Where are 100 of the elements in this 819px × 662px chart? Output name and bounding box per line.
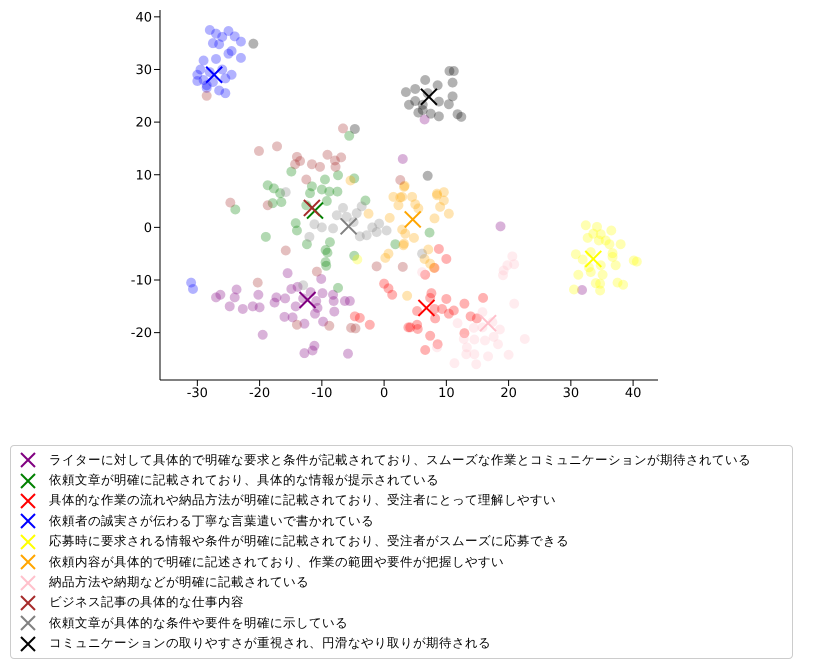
point	[382, 226, 392, 236]
point	[448, 78, 458, 88]
point	[260, 232, 271, 242]
point	[430, 213, 440, 224]
point	[468, 322, 479, 333]
point	[350, 124, 360, 134]
point	[286, 166, 296, 177]
point	[573, 270, 584, 280]
y-tick-label: 10	[135, 168, 152, 184]
y-tick-label: -20	[130, 326, 152, 342]
point	[616, 239, 626, 250]
point	[372, 261, 382, 272]
point	[211, 54, 222, 64]
legend-label: 納品方法や納期などが明確に記載されている	[49, 574, 309, 592]
point	[397, 224, 408, 234]
point	[436, 304, 447, 314]
point	[570, 249, 581, 260]
point	[192, 76, 202, 86]
point	[420, 345, 430, 355]
point	[302, 198, 321, 217]
point	[301, 174, 312, 184]
point	[364, 208, 374, 219]
point	[299, 348, 310, 358]
point	[404, 210, 422, 228]
point	[477, 307, 488, 318]
point	[398, 154, 408, 164]
point	[262, 200, 273, 210]
point	[568, 284, 579, 294]
x-tick-label: 0	[380, 386, 388, 402]
point	[290, 301, 301, 312]
point	[488, 332, 499, 342]
point	[306, 202, 324, 220]
point	[393, 200, 404, 210]
point	[441, 254, 452, 264]
point	[420, 75, 430, 85]
point	[387, 290, 398, 300]
point	[398, 262, 408, 272]
point	[352, 208, 362, 218]
point	[344, 130, 354, 141]
point	[205, 66, 224, 84]
x-tick-label: 20	[500, 386, 517, 402]
point	[456, 112, 466, 122]
point	[452, 318, 463, 328]
point	[230, 292, 240, 302]
legend-label: 依頼文章が具体的な条件や要件を明確に示している	[49, 614, 348, 632]
x-tick-label: -20	[248, 386, 270, 402]
point	[417, 298, 436, 317]
point	[295, 156, 306, 166]
point	[580, 220, 591, 230]
point	[322, 150, 332, 160]
point	[270, 298, 280, 308]
point	[226, 70, 237, 80]
point	[424, 228, 435, 238]
point	[225, 198, 236, 208]
point	[374, 218, 384, 229]
point	[586, 267, 596, 278]
point	[292, 226, 302, 236]
point	[314, 162, 325, 172]
point	[432, 342, 442, 352]
y-tick-label: 30	[135, 63, 152, 78]
point	[321, 260, 332, 271]
point	[316, 222, 327, 232]
point	[577, 285, 588, 295]
point	[298, 291, 317, 309]
point	[352, 254, 362, 264]
point	[344, 296, 355, 306]
point	[469, 349, 480, 360]
point	[434, 244, 444, 254]
point	[364, 320, 375, 330]
point	[384, 212, 395, 223]
point	[223, 48, 234, 59]
point	[188, 284, 198, 294]
point	[248, 38, 258, 49]
point	[288, 312, 298, 322]
y-tick-label: 40	[135, 10, 152, 26]
point	[632, 256, 642, 267]
point	[254, 302, 265, 312]
point	[420, 114, 430, 124]
point	[472, 313, 482, 324]
point	[258, 330, 268, 340]
point	[224, 301, 235, 312]
point	[402, 290, 412, 301]
point	[332, 186, 342, 197]
point	[280, 293, 290, 304]
point	[432, 80, 443, 90]
point	[220, 88, 230, 98]
point	[317, 288, 328, 298]
legend-label: 具体的な作業の流れや納品方法が明確に記載されており、受注者にとって理解しやすい	[49, 492, 556, 510]
point	[425, 330, 436, 341]
point	[458, 334, 469, 344]
legend-label: 依頼者の誠実さが伝わる丁寧な言葉遣いで書かれている	[49, 512, 374, 530]
point	[320, 174, 330, 184]
point	[336, 152, 346, 162]
point	[395, 175, 406, 185]
point	[333, 170, 344, 180]
point	[328, 223, 338, 234]
x-tick-label: 30	[562, 386, 580, 402]
point	[272, 141, 282, 152]
point	[356, 201, 367, 212]
y-tick-label: 0	[144, 220, 152, 236]
